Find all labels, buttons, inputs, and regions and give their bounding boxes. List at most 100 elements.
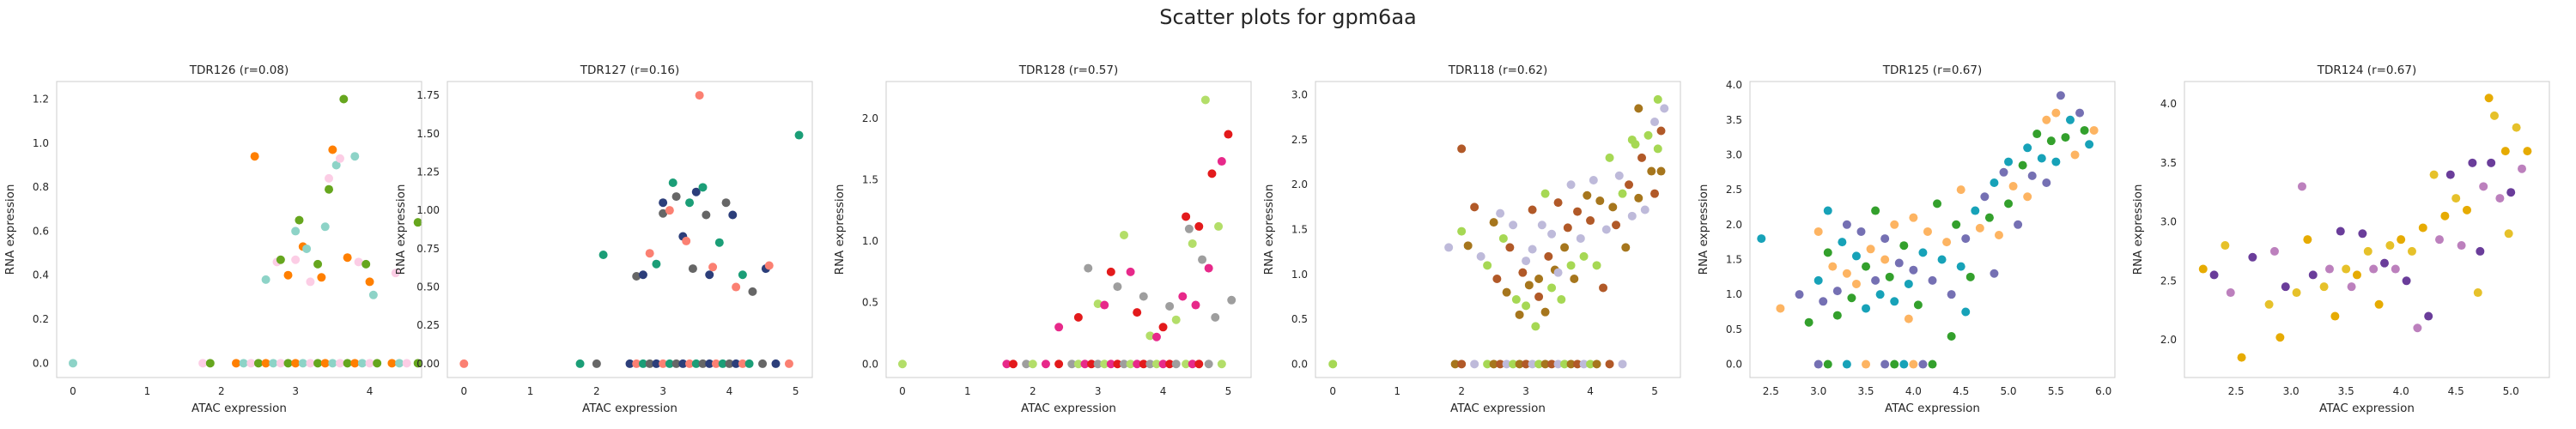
data-point	[592, 359, 601, 368]
data-point	[645, 249, 654, 258]
data-point	[698, 359, 708, 368]
data-point	[638, 270, 647, 280]
data-point	[1087, 360, 1097, 369]
y-tick-label: 0.5	[1291, 313, 1308, 325]
data-point	[732, 282, 741, 292]
data-point	[1560, 360, 1570, 369]
data-point	[2484, 94, 2494, 103]
data-point	[1522, 301, 1531, 311]
data-point	[2451, 194, 2461, 203]
data-point	[1923, 227, 1932, 236]
y-tick-label: 0.0	[1291, 358, 1308, 370]
data-point	[335, 359, 344, 368]
axes-frame	[1749, 81, 2116, 378]
data-point	[2023, 143, 2032, 153]
data-point	[732, 359, 741, 368]
data-point	[1589, 176, 1598, 184]
data-point	[2518, 164, 2526, 173]
data-point	[671, 192, 681, 202]
data-point	[1171, 315, 1181, 324]
data-point	[705, 270, 714, 280]
axes-frame	[2184, 81, 2550, 378]
data-point	[1880, 234, 1890, 244]
x-tick-label: 1	[1394, 385, 1400, 397]
y-tick-label: 0.25	[416, 319, 440, 331]
data-point	[1956, 262, 1965, 271]
data-point	[1656, 126, 1666, 136]
data-point	[2004, 157, 2014, 166]
data-point	[2051, 157, 2061, 166]
data-point	[2424, 311, 2433, 321]
data-point	[748, 287, 757, 296]
data-point	[744, 359, 754, 368]
data-point	[738, 359, 747, 368]
data-point	[2281, 282, 2290, 292]
data-point	[1511, 295, 1521, 305]
data-point	[2397, 235, 2406, 245]
data-point	[1842, 220, 1851, 229]
data-point	[1894, 258, 1904, 268]
data-point	[1586, 360, 1595, 369]
data-point	[1851, 279, 1861, 288]
data-point	[1165, 360, 1175, 369]
data-point	[1757, 234, 1766, 244]
data-point	[2008, 182, 2018, 191]
data-point	[2004, 199, 2014, 208]
data-point	[2385, 241, 2395, 251]
data-point	[339, 94, 349, 104]
data-point	[1528, 205, 1537, 214]
x-tick-label: 4	[367, 385, 374, 397]
data-point	[2070, 150, 2080, 160]
data-point	[320, 222, 330, 232]
data-point	[685, 198, 695, 208]
data-point	[1918, 360, 1928, 369]
data-point	[671, 359, 681, 368]
data-point	[1547, 360, 1557, 369]
data-point	[313, 259, 323, 269]
data-point	[1851, 251, 1861, 261]
x-tick-label: 3	[1522, 385, 1529, 397]
data-point	[1862, 360, 1871, 369]
data-point	[1560, 243, 1570, 252]
data-point	[2275, 333, 2285, 342]
data-point	[2056, 91, 2065, 100]
data-point	[1627, 135, 1637, 144]
data-point	[69, 359, 77, 368]
data-point	[365, 359, 374, 368]
data-point	[325, 173, 334, 183]
y-tick-label: 0.0	[1726, 359, 1742, 371]
data-point	[1457, 144, 1467, 154]
x-axis-label: ATAC expression	[1450, 402, 1546, 415]
data-point	[1054, 360, 1064, 369]
data-point	[1158, 323, 1168, 332]
data-point	[269, 359, 278, 368]
data-point	[1961, 234, 1971, 244]
data-point	[1509, 360, 1518, 369]
y-tick-label: 2.5	[1291, 134, 1308, 146]
axes-frame	[447, 81, 813, 378]
data-point	[1444, 243, 1454, 252]
data-point	[2363, 246, 2372, 256]
y-tick-label: 2.0	[1291, 178, 1308, 190]
data-point	[2473, 288, 2482, 298]
data-point	[1795, 290, 1804, 299]
data-point	[1890, 297, 1899, 306]
x-tick-label: 4	[1160, 385, 1167, 397]
y-tick-label: 4.0	[2160, 98, 2177, 110]
data-point	[1579, 251, 1589, 261]
data-point	[2269, 246, 2279, 256]
scatter-panel: TDR126 (r=0.08) 0 1 2 3 4 0.0 0.2 0.4 0.6 0.8 1.0 1.…	[3, 63, 422, 415]
data-point	[1073, 360, 1083, 369]
data-point	[1522, 360, 1531, 369]
y-tick-label: 0.00	[416, 358, 440, 370]
scatter-panel: TDR124 (r=0.67) 2.5 3.0 3.5 4.0 4.5 5.0 2.0 2.5 3…	[2131, 63, 2550, 415]
data-point	[295, 215, 304, 225]
data-point	[1528, 360, 1537, 369]
y-tick-label: 2.0	[2160, 334, 2177, 346]
data-point	[1612, 221, 1621, 230]
data-point	[1191, 300, 1200, 310]
data-point	[198, 359, 208, 368]
data-point	[1489, 360, 1498, 369]
data-point	[1994, 231, 2003, 240]
